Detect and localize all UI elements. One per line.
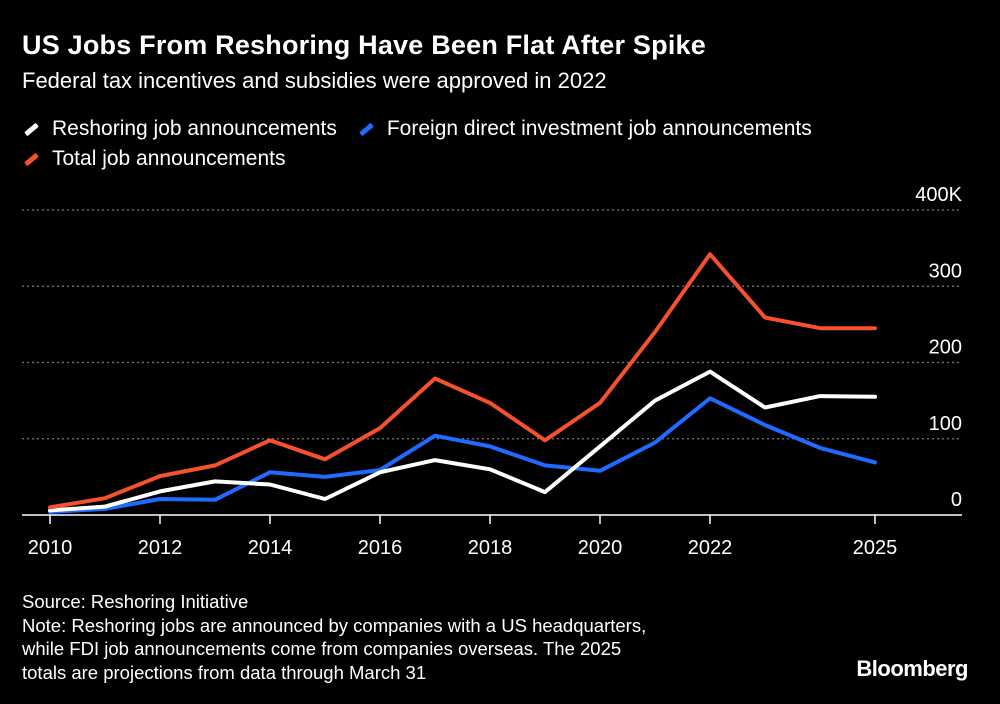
x-tick-label-2012: 2012 xyxy=(138,537,183,559)
x-tick-label-2010: 2010 xyxy=(28,537,73,559)
chart-title: US Jobs From Reshoring Have Been Flat Af… xyxy=(22,30,706,60)
y-tick-label-300: 300 xyxy=(929,260,962,282)
legend-label-total: Total job announcements xyxy=(52,147,286,170)
note-line-1: Note: Reshoring jobs are announced by co… xyxy=(22,614,647,636)
x-tick-label-2025: 2025 xyxy=(853,537,898,559)
x-tick-label-2016: 2016 xyxy=(358,537,403,559)
x-tick-label-2020: 2020 xyxy=(578,537,623,559)
legend-item-reshoring: Reshoring job announcements xyxy=(22,117,337,141)
bloomberg-logo: Bloomberg xyxy=(856,656,968,681)
x-tick-label-2018: 2018 xyxy=(468,537,513,559)
legend-item-total: Total job announcements xyxy=(22,147,286,171)
legend-label-fdi: Foreign direct investment job announceme… xyxy=(386,117,812,140)
series-line-fdi xyxy=(48,396,877,514)
series-line-reshoring xyxy=(48,369,877,513)
x-tick-label-2022: 2022 xyxy=(688,537,733,559)
series-line-total xyxy=(48,252,877,510)
note-line-2: while FDI job announcements come from co… xyxy=(22,638,622,659)
y-tick-label-200: 200 xyxy=(929,337,962,359)
source-text: Source: Reshoring Initiative xyxy=(22,591,249,612)
y-tick-label-400: 400K xyxy=(915,184,962,206)
x-tick-label-2014: 2014 xyxy=(248,537,293,559)
legend-label-reshoring: Reshoring job announcements xyxy=(52,117,337,140)
chart-subtitle: Federal tax incentives and subsidies wer… xyxy=(22,68,607,93)
footer: Source: Reshoring Initiative Note: Resho… xyxy=(22,590,646,684)
legend-item-fdi: Foreign direct investment job announceme… xyxy=(357,117,812,141)
y-tick-label-0: 0 xyxy=(951,489,962,511)
y-tick-label-100: 100 xyxy=(929,413,962,435)
legend: Reshoring job announcements Foreign dire… xyxy=(22,114,962,174)
note-line-3: totals are projections from data through… xyxy=(22,661,427,683)
